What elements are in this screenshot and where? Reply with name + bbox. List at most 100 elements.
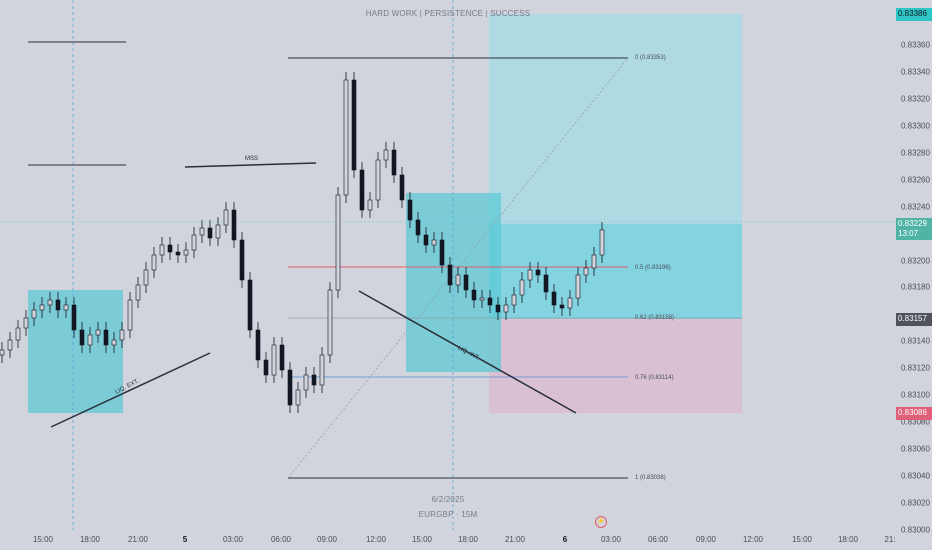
candle-body xyxy=(39,304,45,311)
time-tick-label: 03:00 xyxy=(600,535,622,544)
candle-body xyxy=(327,289,333,356)
time-tick-label: 18:00 xyxy=(837,535,859,544)
candle-body xyxy=(231,209,237,241)
candle-body xyxy=(295,389,301,406)
price-tick-label: 0.83120 xyxy=(901,363,930,373)
fib-level-label: 1 (0.83038) xyxy=(635,475,666,481)
candlestick-chart[interactable] xyxy=(0,0,896,550)
price-tick-label: 0.83360 xyxy=(901,40,930,50)
candle-body xyxy=(175,251,181,256)
candle-body xyxy=(183,249,189,256)
candle-body xyxy=(487,297,493,306)
candle-body xyxy=(31,309,37,319)
price-tick-label: 0.83080 xyxy=(901,417,930,427)
current-price-badge: 0.83229 13:07 xyxy=(896,218,932,240)
target-zone-lower xyxy=(489,224,742,319)
candle-body xyxy=(415,219,421,236)
candle-body xyxy=(591,254,597,269)
price-tick-label: 0.83000 xyxy=(901,525,930,535)
candle-body xyxy=(367,199,373,211)
candle-body xyxy=(551,291,557,306)
time-tick-label: 09:00 xyxy=(316,535,338,544)
liq-int-trendline xyxy=(358,290,577,414)
current-price-value: 0.83229 xyxy=(898,219,927,228)
time-tick-label: 06:00 xyxy=(647,535,669,544)
time-tick-label: 06:00 xyxy=(270,535,292,544)
candle-body xyxy=(351,79,357,171)
watermark-symbol: EURGBP · 15M xyxy=(418,510,478,519)
price-tick-label: 0.83300 xyxy=(901,121,930,131)
candle-body xyxy=(55,299,61,311)
candle-body xyxy=(495,304,501,313)
price-axis[interactable] xyxy=(896,0,932,550)
time-tick-label: 03:00 xyxy=(222,535,244,544)
time-tick-label: 5 xyxy=(182,535,188,544)
time-tick-label: 18:00 xyxy=(457,535,479,544)
candle-body xyxy=(135,284,141,301)
candle-body xyxy=(167,244,173,253)
candle-body xyxy=(159,244,165,256)
price-tick-label: 0.83060 xyxy=(901,444,930,454)
candle-body xyxy=(255,329,261,361)
candle-body xyxy=(543,274,549,293)
countdown-timer: 13:07 xyxy=(898,229,919,238)
candle-body xyxy=(311,374,317,386)
candle-body xyxy=(239,239,245,281)
price-tick-label: 0.83180 xyxy=(901,282,930,292)
candle-body xyxy=(439,239,445,266)
stop-price-badge: 0.83086 xyxy=(896,407,932,420)
price-tick-label: 0.83280 xyxy=(901,148,930,158)
candle-body xyxy=(375,159,381,201)
candle-body xyxy=(87,334,93,346)
candle-body xyxy=(71,304,77,331)
candle-body xyxy=(119,329,125,341)
candle-body xyxy=(479,297,485,301)
candle-body xyxy=(15,327,21,341)
time-tick-label: 09:00 xyxy=(695,535,717,544)
price-tick-label: 0.83140 xyxy=(901,336,930,346)
time-tick-label: 15:00 xyxy=(32,535,54,544)
candle-body xyxy=(383,149,389,161)
candle-body xyxy=(247,279,253,331)
candle-body xyxy=(215,224,221,239)
watermark-date: 6/2/2025 xyxy=(431,495,465,504)
candle-body xyxy=(47,299,53,306)
candle-body xyxy=(559,304,565,309)
fib-level-label: 0 (0.83353) xyxy=(635,55,666,61)
stop-zone xyxy=(489,319,742,413)
candle-body xyxy=(7,339,13,351)
time-tick-label: 15:00 xyxy=(791,535,813,544)
price-tick-label: 0.83040 xyxy=(901,471,930,481)
target-zone-upper xyxy=(489,14,742,224)
mss-line xyxy=(184,162,317,168)
candle-body xyxy=(279,344,285,371)
price-tick-label: 0.83020 xyxy=(901,498,930,508)
candle-body xyxy=(143,269,149,286)
watermark-title: HARD WORK | PERSISTENCE | SUCCESS xyxy=(365,9,531,18)
price-tick-label: 0.83200 xyxy=(901,256,930,266)
candle-body xyxy=(423,234,429,246)
candle-body xyxy=(391,149,397,176)
candle-body xyxy=(527,269,533,281)
candle-body xyxy=(575,274,581,299)
liq-int-zone xyxy=(406,193,501,372)
candle-body xyxy=(191,234,197,251)
candle-body xyxy=(535,269,541,276)
candle-body xyxy=(455,274,461,286)
candle-body xyxy=(151,254,157,271)
candle-body xyxy=(207,227,213,239)
candle-body xyxy=(407,199,413,221)
time-tick-label: 6 xyxy=(562,535,568,544)
time-tick-label: 12:00 xyxy=(365,535,387,544)
candle-body xyxy=(23,317,29,329)
candle-body xyxy=(359,169,365,211)
candle-body xyxy=(0,349,5,356)
candle-body xyxy=(287,369,293,406)
time-tick-label: 15:00 xyxy=(411,535,433,544)
candle-body xyxy=(95,329,101,336)
time-tick-label: 18:00 xyxy=(79,535,101,544)
candle-body xyxy=(111,339,117,346)
lightning-icon[interactable]: ⚡ xyxy=(595,516,607,528)
price-tick-label: 0.83340 xyxy=(901,67,930,77)
